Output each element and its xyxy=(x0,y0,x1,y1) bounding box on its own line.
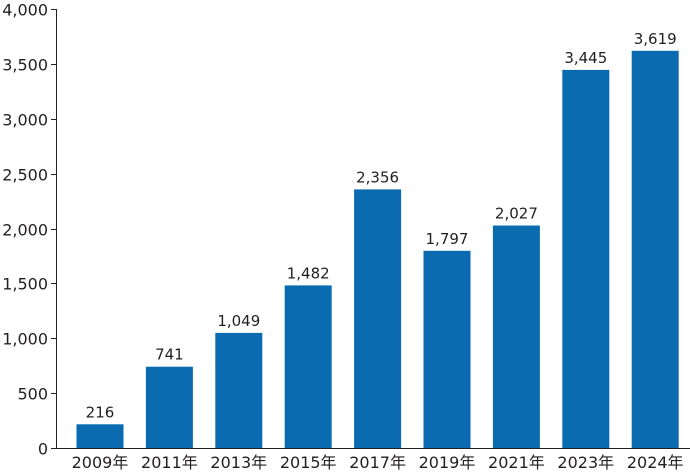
bars: 216 741 1,049 1,482 2,356 1,797 2,027 3,445 3,61… xyxy=(76,30,679,449)
y-axis: 0 500 1,000 1,500 2,000 2,500 3,000 3,500 4,000 xyxy=(2,1,57,459)
y-tick-label: 3,000 xyxy=(2,111,48,130)
bar-2019年 xyxy=(423,250,471,448)
bar-value-label: 741 xyxy=(155,346,184,364)
bar-value-label: 3,445 xyxy=(564,49,607,67)
y-tick-label: 0 xyxy=(38,440,48,459)
y-tick-label: 3,500 xyxy=(2,56,48,75)
x-tick-label: 2015年 xyxy=(280,453,337,472)
x-axis: 2009年 2011年 2013年 2015年 2017年 2019年 2021年 2023年… xyxy=(56,448,690,472)
x-tick-label: 2009年 xyxy=(72,453,129,472)
bar-value-label: 2,027 xyxy=(495,205,538,223)
x-tick-label: 2023年 xyxy=(557,453,614,472)
bar-2009年 xyxy=(76,424,124,448)
x-tick-label: 2019年 xyxy=(419,453,476,472)
x-tick-label: 2017年 xyxy=(349,453,406,472)
y-tick-label: 2,500 xyxy=(2,166,48,185)
y-tick-label: 4,000 xyxy=(2,1,48,20)
bar-2023年 xyxy=(562,69,610,449)
y-tick-label: 1,500 xyxy=(2,275,48,294)
y-tick-label: 1,000 xyxy=(2,330,48,349)
bar-2017年 xyxy=(354,189,402,448)
x-tick-label: 2024年 xyxy=(627,453,684,472)
bar-value-label: 3,619 xyxy=(634,30,677,48)
bar-2015年 xyxy=(284,285,332,448)
y-tick-label: 2,000 xyxy=(2,221,48,240)
x-tick-label: 2021年 xyxy=(488,453,545,472)
bar-2024年 xyxy=(631,50,679,449)
bar-2021年 xyxy=(492,225,540,448)
bar-value-label: 1,797 xyxy=(426,230,469,248)
bar-value-label: 1,482 xyxy=(287,264,330,282)
y-tick-label: 500 xyxy=(17,385,48,404)
bar-value-label: 216 xyxy=(86,403,115,421)
x-tick-label: 2011年 xyxy=(141,453,198,472)
bar-2013年 xyxy=(215,332,263,448)
bar-value-label: 1,049 xyxy=(217,312,260,330)
bar-2011年 xyxy=(145,366,193,448)
bar-value-label: 2,356 xyxy=(356,168,399,186)
x-tick-label: 2013年 xyxy=(210,453,267,472)
